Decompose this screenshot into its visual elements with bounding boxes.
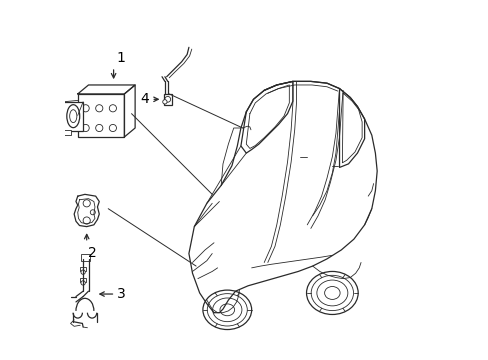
Circle shape	[164, 96, 170, 102]
Ellipse shape	[207, 294, 247, 326]
Text: 1: 1	[116, 51, 125, 65]
Bar	[163, 94, 171, 105]
Bar	[81, 254, 90, 261]
Bar	[80, 278, 86, 282]
Circle shape	[81, 270, 85, 274]
Circle shape	[96, 125, 102, 132]
Ellipse shape	[212, 298, 242, 321]
Text: 4: 4	[141, 92, 149, 106]
Ellipse shape	[203, 290, 251, 329]
Text: 3: 3	[117, 287, 126, 301]
Circle shape	[83, 200, 90, 207]
Bar	[78, 94, 124, 137]
Ellipse shape	[67, 105, 80, 128]
Ellipse shape	[324, 287, 340, 300]
Ellipse shape	[310, 275, 353, 311]
Circle shape	[83, 217, 90, 224]
Circle shape	[96, 105, 102, 112]
Circle shape	[163, 100, 167, 104]
Bar	[80, 267, 86, 271]
Circle shape	[90, 210, 95, 215]
Ellipse shape	[316, 280, 347, 306]
Bar	[63, 102, 83, 131]
Circle shape	[82, 125, 89, 132]
Text: 2: 2	[87, 246, 96, 260]
Ellipse shape	[220, 304, 234, 316]
Bar	[63, 130, 70, 135]
Ellipse shape	[306, 271, 357, 315]
Ellipse shape	[69, 110, 77, 123]
Circle shape	[81, 281, 85, 285]
Circle shape	[109, 105, 116, 112]
Circle shape	[109, 125, 116, 132]
Circle shape	[82, 105, 89, 112]
